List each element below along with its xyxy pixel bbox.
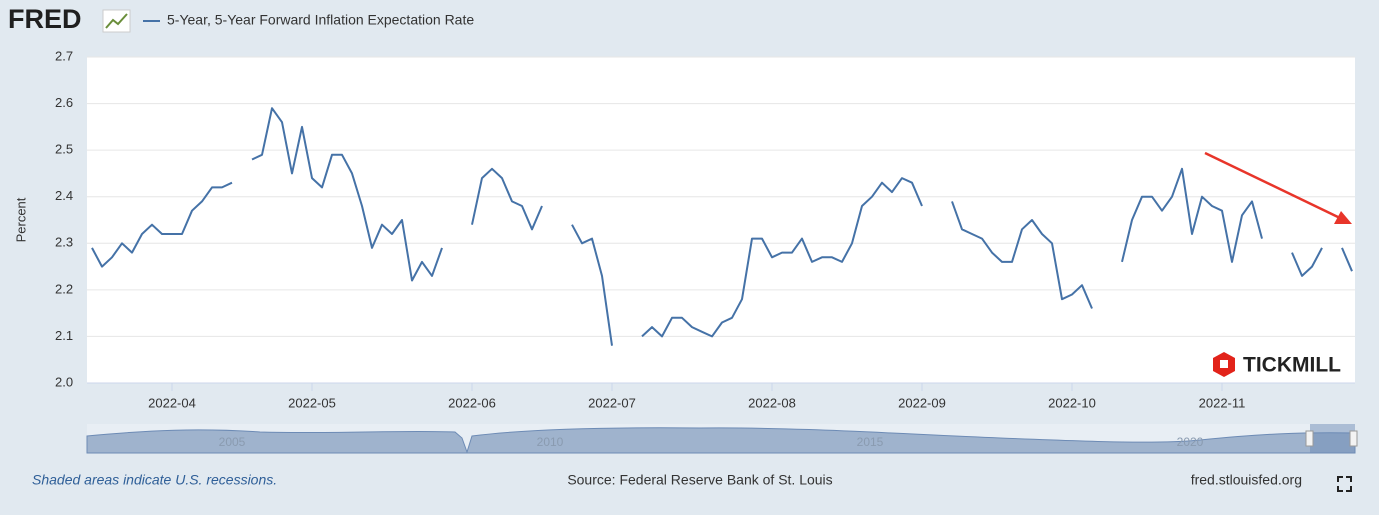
source: Source: Federal Reserve Bank of St. Loui…: [567, 472, 832, 488]
legend-label: 5-Year, 5-Year Forward Inflation Expecta…: [167, 12, 474, 28]
y-tick-label: 2.4: [55, 188, 73, 203]
watermark: TICKMILL: [1243, 354, 1341, 377]
y-tick-label: 2.3: [55, 235, 73, 250]
recession-note: Shaded areas indicate U.S. recessions.: [32, 472, 277, 488]
data-line: [91, 107, 1353, 346]
plot-area: [87, 57, 1355, 383]
y-tick-label: 2.2: [55, 281, 73, 296]
y-tick-label: 2.0: [55, 374, 73, 389]
x-tick-label: 2022-10: [1048, 395, 1096, 410]
navigator-label: 2005: [219, 435, 246, 449]
y-axis-label: Percent: [13, 197, 28, 242]
x-tick-label: 2022-04: [148, 395, 196, 410]
fullscreen-button[interactable]: [1337, 476, 1352, 492]
navigator-label: 2010: [537, 435, 564, 449]
y-tick-label: 2.5: [55, 142, 73, 157]
x-tick-label: 2022-07: [588, 395, 636, 410]
logo-icon: [102, 9, 131, 33]
navigator-label: 2015: [857, 435, 884, 449]
x-tick-label: 2022-09: [898, 395, 946, 410]
y-tick-label: 2.7: [55, 48, 73, 63]
navigator: [86, 424, 1358, 454]
y-tick-label: 2.6: [55, 95, 73, 110]
x-tick-label: 2022-06: [448, 395, 496, 410]
red-arrow: [1204, 151, 1352, 224]
y-tick-label: 2.1: [55, 328, 73, 343]
tickmill-watermark: [1213, 352, 1235, 377]
navigator-label: 2020: [1177, 435, 1204, 449]
x-tick-label: 2022-11: [1199, 395, 1246, 410]
x-tick-label: 2022-08: [748, 395, 796, 410]
logo: FRED: [8, 4, 82, 34]
x-tick-label: 2022-05: [288, 395, 336, 410]
site-link[interactable]: fred.stlouisfed.org: [1191, 472, 1302, 488]
